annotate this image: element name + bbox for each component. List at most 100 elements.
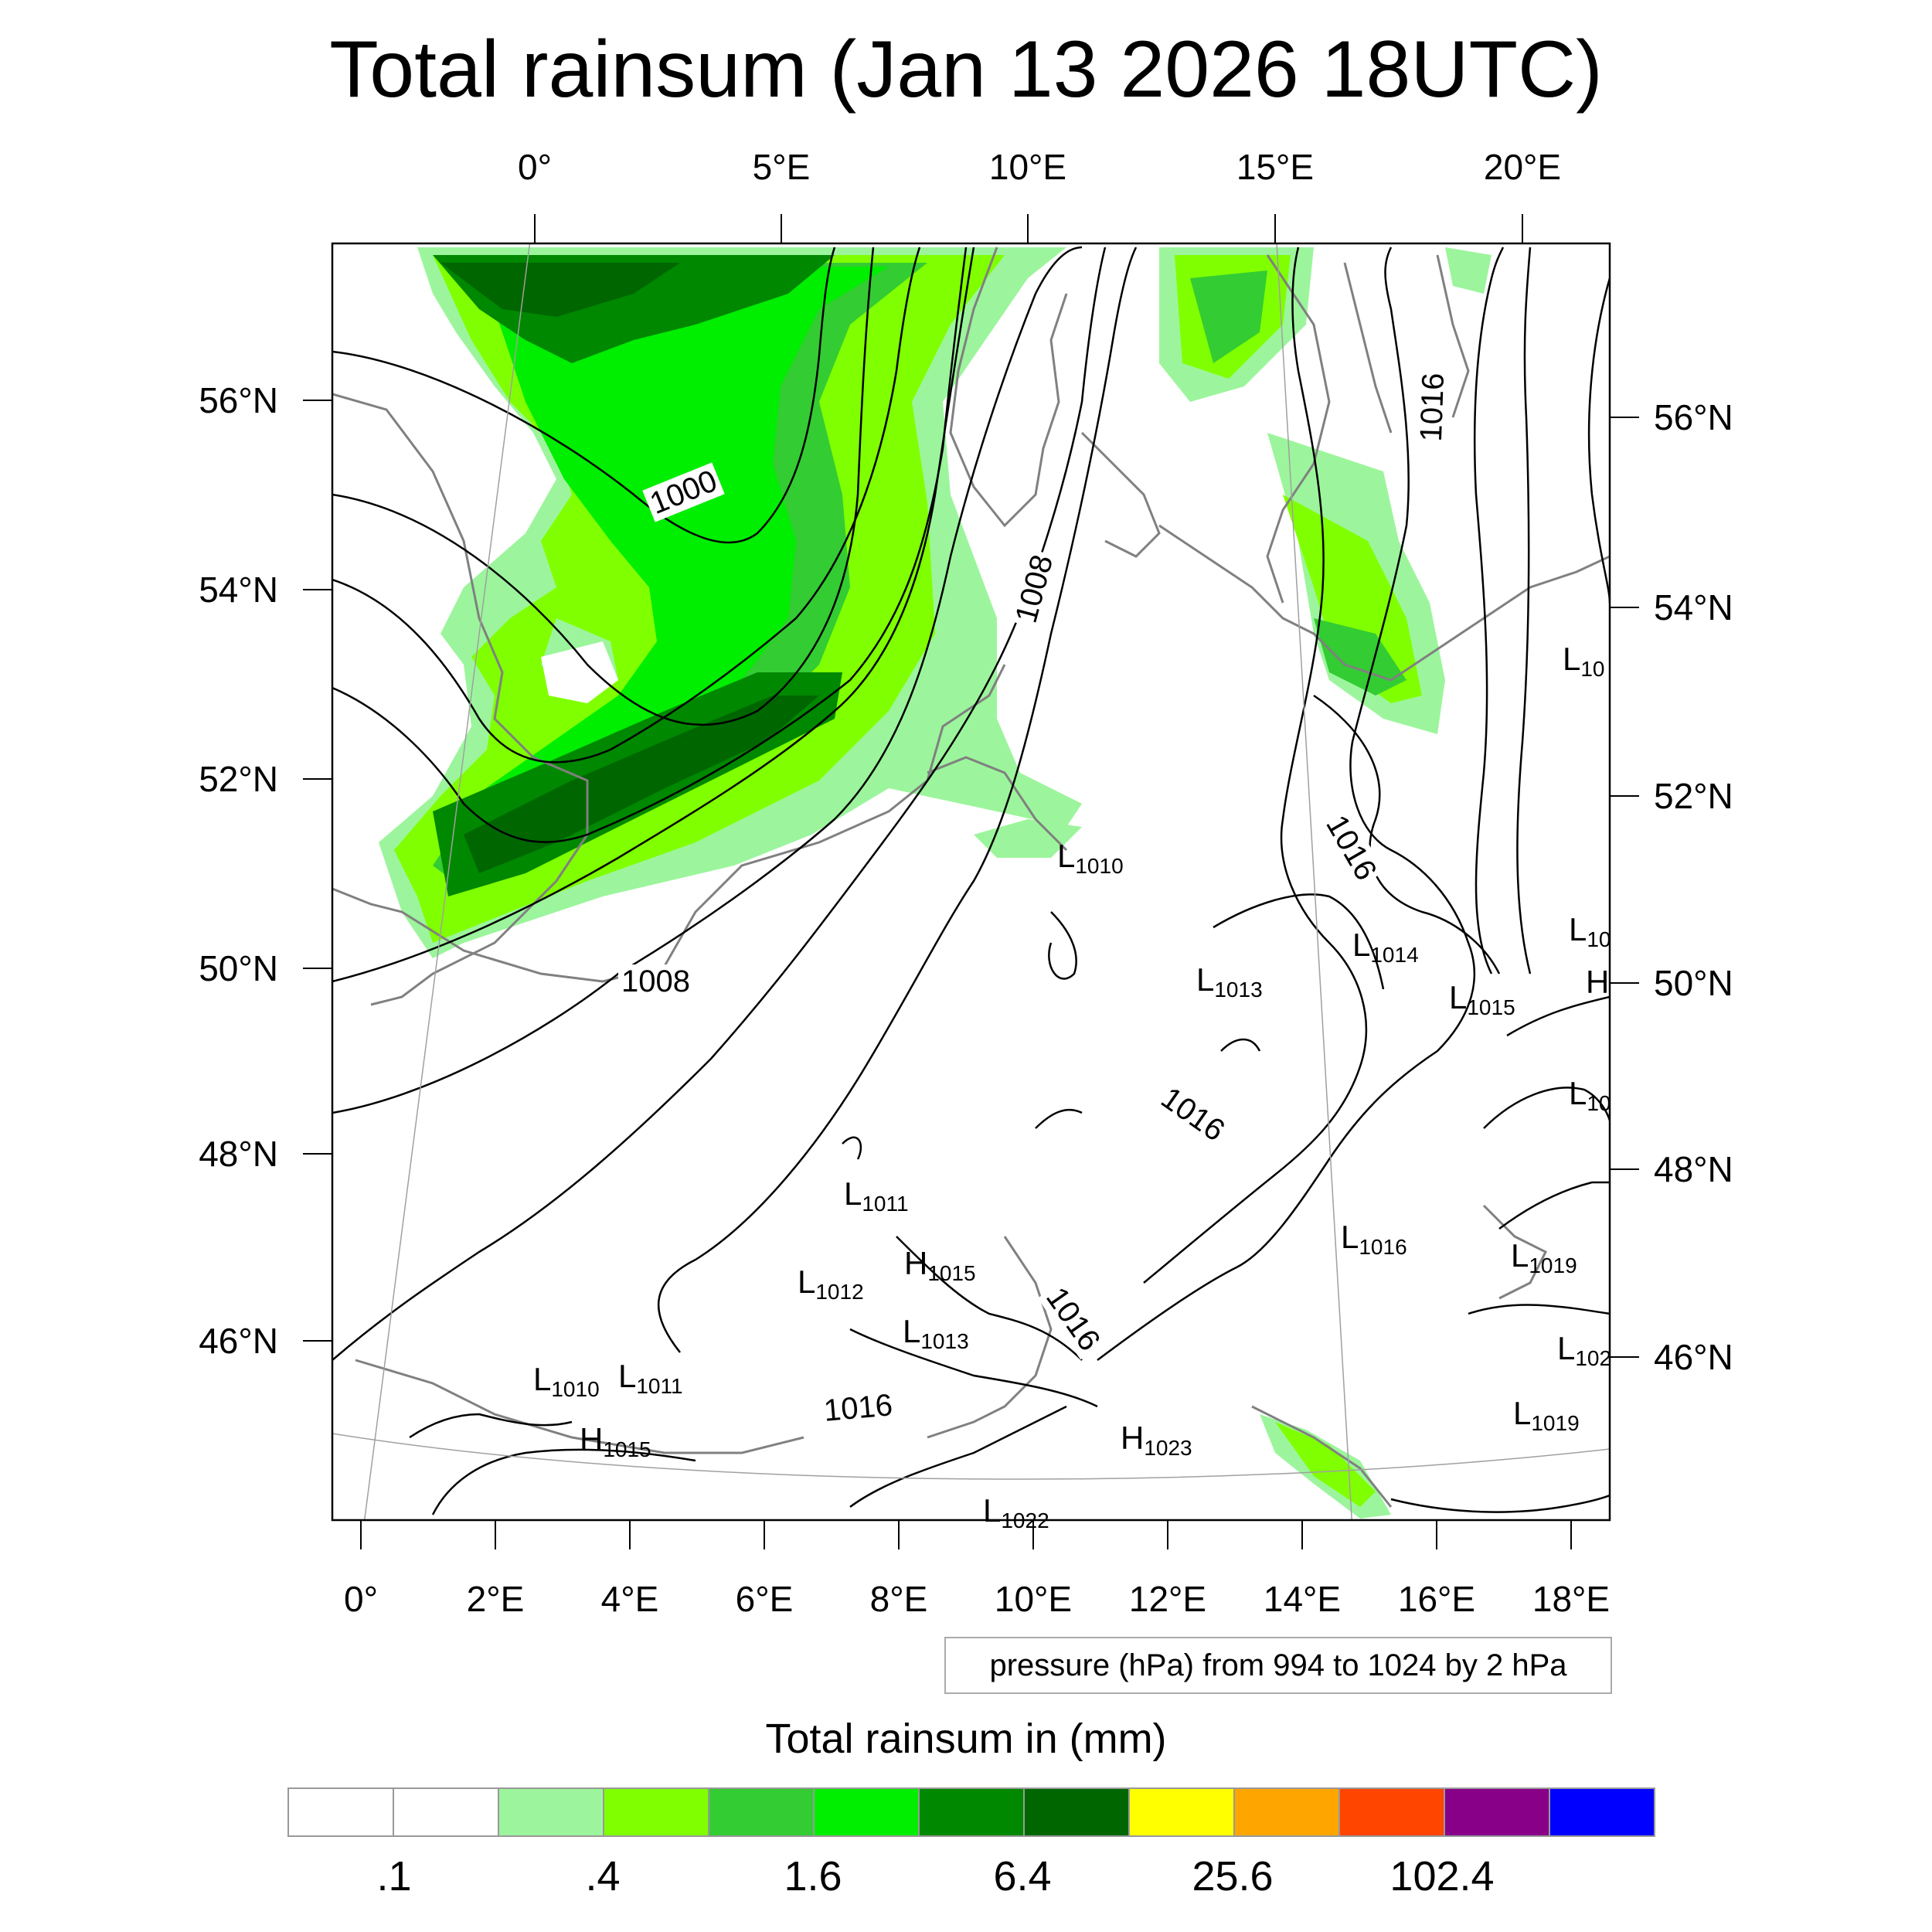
center-type: L xyxy=(1352,927,1371,963)
center-type: L xyxy=(1563,641,1581,677)
colorbar-swatch xyxy=(1233,1787,1340,1837)
pressure-center-label: H xyxy=(1586,964,1609,1010)
lat-label-right: 56°N xyxy=(1654,397,1733,437)
lat-label-left: 56°N xyxy=(199,380,278,420)
colorbar-swatch xyxy=(1549,1787,1655,1837)
center-type: L xyxy=(903,1313,921,1349)
colorbar-tick-label: 25.6 xyxy=(1192,1853,1274,1900)
colorbar-swatch xyxy=(287,1787,394,1837)
center-type: L xyxy=(1511,1237,1529,1274)
precip-medium-green-patch xyxy=(1190,270,1267,363)
center-value: 1022 xyxy=(1001,1509,1049,1532)
precip-light-green-patch xyxy=(974,819,1082,858)
isobars xyxy=(332,246,1610,1515)
map-plot-area xyxy=(332,243,1610,1520)
pressure-center-label: H1015 xyxy=(904,1246,976,1291)
map-frame xyxy=(331,242,1611,1522)
center-value: 1013 xyxy=(1214,978,1263,1002)
lat-label-left: 48°N xyxy=(199,1134,278,1174)
pressure-center-label: L1019 xyxy=(1511,1238,1577,1284)
center-type: L xyxy=(1513,1395,1532,1431)
graticule xyxy=(332,243,1610,1520)
lat-label-left: 52°N xyxy=(199,759,278,799)
pressure-center-label: L102 xyxy=(1557,1331,1611,1376)
center-type: L xyxy=(1449,979,1468,1015)
center-type: L xyxy=(618,1358,637,1394)
pressure-center-label: L10 xyxy=(1569,912,1611,957)
lon-label-bottom: 16°E xyxy=(1397,1579,1476,1619)
pressure-center-label: L1010 xyxy=(533,1362,600,1407)
center-type: L xyxy=(1557,1330,1576,1366)
center-value: 102 xyxy=(1575,1346,1612,1370)
colorbar-tick-label: 1.6 xyxy=(784,1853,842,1900)
pressure-center-label: L1013 xyxy=(903,1314,969,1359)
precip-light-green-patch xyxy=(1445,247,1492,294)
lon-label-top: 10°E xyxy=(988,147,1067,187)
center-value: 1012 xyxy=(815,1280,864,1304)
colorbar-tick-label: .1 xyxy=(376,1853,412,1900)
colorbar-swatch xyxy=(708,1787,815,1837)
coastlines xyxy=(332,247,1610,1508)
center-type: L xyxy=(844,1175,862,1212)
pressure-center-label: L1011 xyxy=(618,1359,683,1404)
center-value: 1015 xyxy=(603,1437,651,1461)
center-value: 1016 xyxy=(1359,1235,1407,1259)
lat-label-right: 48°N xyxy=(1654,1149,1733,1189)
colorbar-tick-label: 102.4 xyxy=(1389,1853,1495,1900)
lon-label-bottom: 2°E xyxy=(466,1579,525,1619)
lon-label-bottom: 18°E xyxy=(1532,1579,1611,1619)
pressure-center-label: L1010 xyxy=(1057,838,1124,884)
pressure-center-label: L1013 xyxy=(1196,962,1263,1008)
pressure-center-label: L1012 xyxy=(798,1264,864,1310)
tick-marks xyxy=(303,214,1639,1549)
colorbar-tick-label: 6.4 xyxy=(993,1853,1052,1900)
colorbar-swatch xyxy=(1338,1787,1445,1837)
pressure-center-label: L10 xyxy=(1563,641,1605,687)
center-type: H xyxy=(580,1421,604,1458)
colorbar-title: Total rainsum in (mm) xyxy=(765,1716,1167,1762)
center-value: 1011 xyxy=(636,1374,683,1398)
pressure-center-label: L1016 xyxy=(1341,1219,1407,1265)
colorbar-swatch xyxy=(918,1787,1025,1837)
colorbar-swatch xyxy=(393,1787,499,1837)
center-type: H xyxy=(904,1245,928,1281)
center-value: 10 xyxy=(1587,927,1611,951)
lon-label-bottom: 6°E xyxy=(735,1579,794,1619)
center-value: 1015 xyxy=(927,1261,976,1285)
pressure-center-label: H1023 xyxy=(1121,1420,1192,1466)
lat-label-right: 54°N xyxy=(1654,587,1733,628)
center-value: 1023 xyxy=(1144,1436,1192,1460)
pressure-center-label: H1015 xyxy=(580,1422,651,1468)
center-value: 10 xyxy=(1587,1091,1611,1115)
lon-label-bottom: 14°E xyxy=(1263,1579,1342,1619)
lat-label-left: 46°N xyxy=(199,1321,278,1361)
pressure-center-label: L1015 xyxy=(1449,980,1515,1026)
lon-label-top: 15°E xyxy=(1236,147,1315,187)
lon-label-bottom: 8°E xyxy=(869,1579,928,1619)
lon-label-bottom: 0° xyxy=(344,1579,378,1619)
isobar-label: 1008 xyxy=(618,964,693,998)
colorbar-swatch xyxy=(813,1787,920,1837)
precip-darkest-green-band xyxy=(464,696,819,873)
center-type: L xyxy=(983,1492,1002,1529)
lat-label-right: 46°N xyxy=(1654,1337,1733,1377)
colorbar-swatch xyxy=(1444,1787,1550,1837)
colorbar-tick-label: .4 xyxy=(585,1853,621,1900)
center-value: 1010 xyxy=(551,1377,600,1401)
center-value: 1011 xyxy=(862,1192,909,1216)
pressure-center-label: L1014 xyxy=(1352,927,1419,973)
center-type: H xyxy=(1121,1420,1145,1456)
center-value: 1015 xyxy=(1467,995,1515,1019)
pressure-contour-note: pressure (hPa) from 994 to 1024 by 2 hPa xyxy=(944,1637,1612,1694)
colorbar-swatch xyxy=(1023,1787,1130,1837)
center-type: L xyxy=(798,1264,816,1300)
isobar-label: 1016 xyxy=(819,1387,897,1429)
center-type: L xyxy=(1196,961,1215,998)
isobar-label: 1016 xyxy=(1413,369,1451,446)
lat-label-left: 50°N xyxy=(199,948,278,988)
center-value: 1019 xyxy=(1531,1411,1580,1435)
center-type: L xyxy=(1569,911,1587,947)
center-value: 10 xyxy=(1580,657,1605,681)
center-value: 1019 xyxy=(1529,1253,1577,1277)
precip-lime-patch xyxy=(1275,1422,1376,1507)
